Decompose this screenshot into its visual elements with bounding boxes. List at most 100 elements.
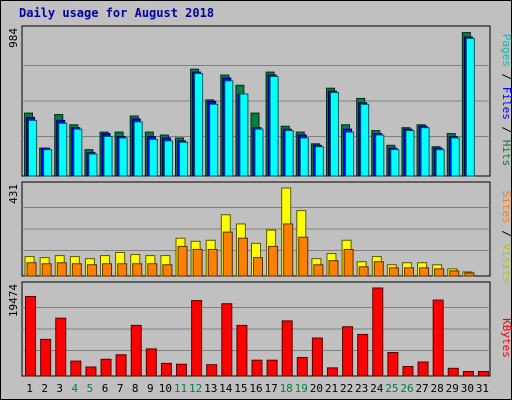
x-tick-label-day-27: 27 <box>415 382 428 395</box>
bar-sites-day-9 <box>147 263 158 277</box>
bar-kbytes-day-19 <box>296 356 308 377</box>
x-tick-label-day-15: 15 <box>234 382 247 395</box>
bar-kbytes-day-11 <box>176 363 188 377</box>
bar-sites-day-20 <box>313 264 324 277</box>
bar-pages-day-20 <box>314 146 324 177</box>
bar-sites-day-29 <box>449 270 460 277</box>
x-tick-label-day-25: 25 <box>385 382 398 395</box>
bar-kbytes-day-10 <box>160 362 172 377</box>
bar-sites-day-12 <box>192 248 203 277</box>
x-tick-label-day-2: 2 <box>41 382 48 395</box>
bar-kbytes-day-24 <box>372 287 384 377</box>
bar-sites-day-14 <box>222 231 233 277</box>
bar-kbytes-day-9 <box>145 348 157 377</box>
bar-pages-day-7 <box>118 137 128 177</box>
bar-sites-day-28 <box>434 268 445 277</box>
bar-pages-day-30 <box>465 37 475 177</box>
bar-kbytes-day-27 <box>417 361 429 377</box>
bar-kbytes-day-25 <box>387 352 399 377</box>
bar-sites-day-27 <box>419 267 430 277</box>
bar-sites-day-25 <box>388 267 399 277</box>
bar-sites-day-24 <box>373 261 384 277</box>
panel-kbytes-max-label: 19474 <box>7 284 20 317</box>
x-tick-label-day-26: 26 <box>400 382 413 395</box>
right-legend-part: Files <box>500 87 512 120</box>
right-legend-part: Pages <box>500 34 512 67</box>
bar-pages-day-6 <box>103 135 113 177</box>
bar-kbytes-day-15 <box>236 324 248 377</box>
bar-sites-day-21 <box>328 260 339 277</box>
bar-kbytes-day-28 <box>432 299 444 377</box>
bar-kbytes-day-6 <box>100 358 112 377</box>
bar-sites-day-6 <box>102 263 113 277</box>
bar-pages-day-19 <box>299 137 309 177</box>
bar-kbytes-day-30 <box>462 370 474 377</box>
x-axis-labels: 1 2 3 4 5 6 7 8 9 10 11 12 13 14 15 16 17 18 19 20 21 22 23 24 2… <box>26 382 489 395</box>
x-tick-label-day-10: 10 <box>159 382 172 395</box>
bar-sites-day-13 <box>207 248 218 277</box>
bar-kbytes-day-21 <box>326 367 338 377</box>
x-tick-label-day-4: 4 <box>72 382 79 395</box>
bar-pages-day-22 <box>345 131 355 177</box>
bar-pages-day-10 <box>163 140 173 177</box>
bar-pages-day-16 <box>254 128 264 177</box>
bar-pages-day-24 <box>375 134 385 177</box>
bar-sites-day-5 <box>86 264 97 277</box>
bar-pages-day-28 <box>435 149 445 177</box>
bar-pages-day-1 <box>28 119 38 177</box>
bar-pages-day-4 <box>73 128 83 177</box>
bar-kbytes-day-4 <box>70 360 82 377</box>
x-tick-label-day-18: 18 <box>280 382 293 395</box>
x-tick-label-day-8: 8 <box>132 382 139 395</box>
bar-pages-day-23 <box>360 103 370 177</box>
bar-kbytes-day-31 <box>477 370 489 377</box>
bar-kbytes-day-7 <box>115 354 127 377</box>
x-tick-label-day-24: 24 <box>370 382 384 395</box>
bar-kbytes-day-1 <box>25 295 37 377</box>
panel-sites_visits: 431 <box>7 181 491 277</box>
right-legend-part: Sites <box>500 191 512 224</box>
bar-sites-day-1 <box>26 262 37 277</box>
bar-sites-day-3 <box>56 262 67 277</box>
panel-sites_visits-max-label: 431 <box>7 184 20 204</box>
bar-sites-day-26 <box>403 267 414 277</box>
bar-pages-day-3 <box>58 122 68 177</box>
bar-pages-day-25 <box>390 149 400 177</box>
bar-sites-day-2 <box>41 263 52 277</box>
bar-kbytes-day-16 <box>251 359 263 377</box>
bar-pages-day-21 <box>329 92 339 177</box>
bar-sites-day-4 <box>71 263 82 277</box>
bar-sites-day-7 <box>117 263 128 277</box>
bar-sites-day-17 <box>268 245 279 277</box>
bar-kbytes-day-18 <box>281 320 293 377</box>
bar-pages-day-5 <box>88 153 98 177</box>
bar-kbytes-day-22 <box>342 326 354 377</box>
x-tick-label-day-19: 19 <box>295 382 308 395</box>
right-legend-2: KBytes <box>500 318 512 358</box>
x-tick-label-day-3: 3 <box>56 382 63 395</box>
right-legend-part: / <box>500 224 512 244</box>
bar-pages-day-14 <box>224 80 234 177</box>
x-tick-label-day-5: 5 <box>87 382 94 395</box>
bar-kbytes-day-2 <box>40 338 52 377</box>
x-tick-label-day-31: 31 <box>476 382 489 395</box>
x-tick-label-day-17: 17 <box>264 382 277 395</box>
x-tick-label-day-9: 9 <box>147 382 154 395</box>
x-tick-label-day-6: 6 <box>102 382 109 395</box>
x-tick-label-day-21: 21 <box>325 382 338 395</box>
bar-pages-day-26 <box>405 130 415 177</box>
bar-pages-day-9 <box>148 138 158 177</box>
right-legend-part: KBytes <box>500 318 512 358</box>
x-tick-label-day-14: 14 <box>219 382 233 395</box>
chart-panels: 984 431 19474 <box>7 25 491 377</box>
right-legend-1: Sites / Visits <box>500 191 512 284</box>
bar-kbytes-day-8 <box>130 324 142 377</box>
right-legend-part: Visits <box>500 244 512 284</box>
x-tick-label-day-12: 12 <box>189 382 202 395</box>
bar-pages-day-17 <box>269 75 279 177</box>
bar-sites-day-10 <box>162 264 173 277</box>
bar-pages-day-8 <box>133 121 143 177</box>
bar-kbytes-day-12 <box>191 300 203 377</box>
bar-pages-day-13 <box>209 103 219 177</box>
